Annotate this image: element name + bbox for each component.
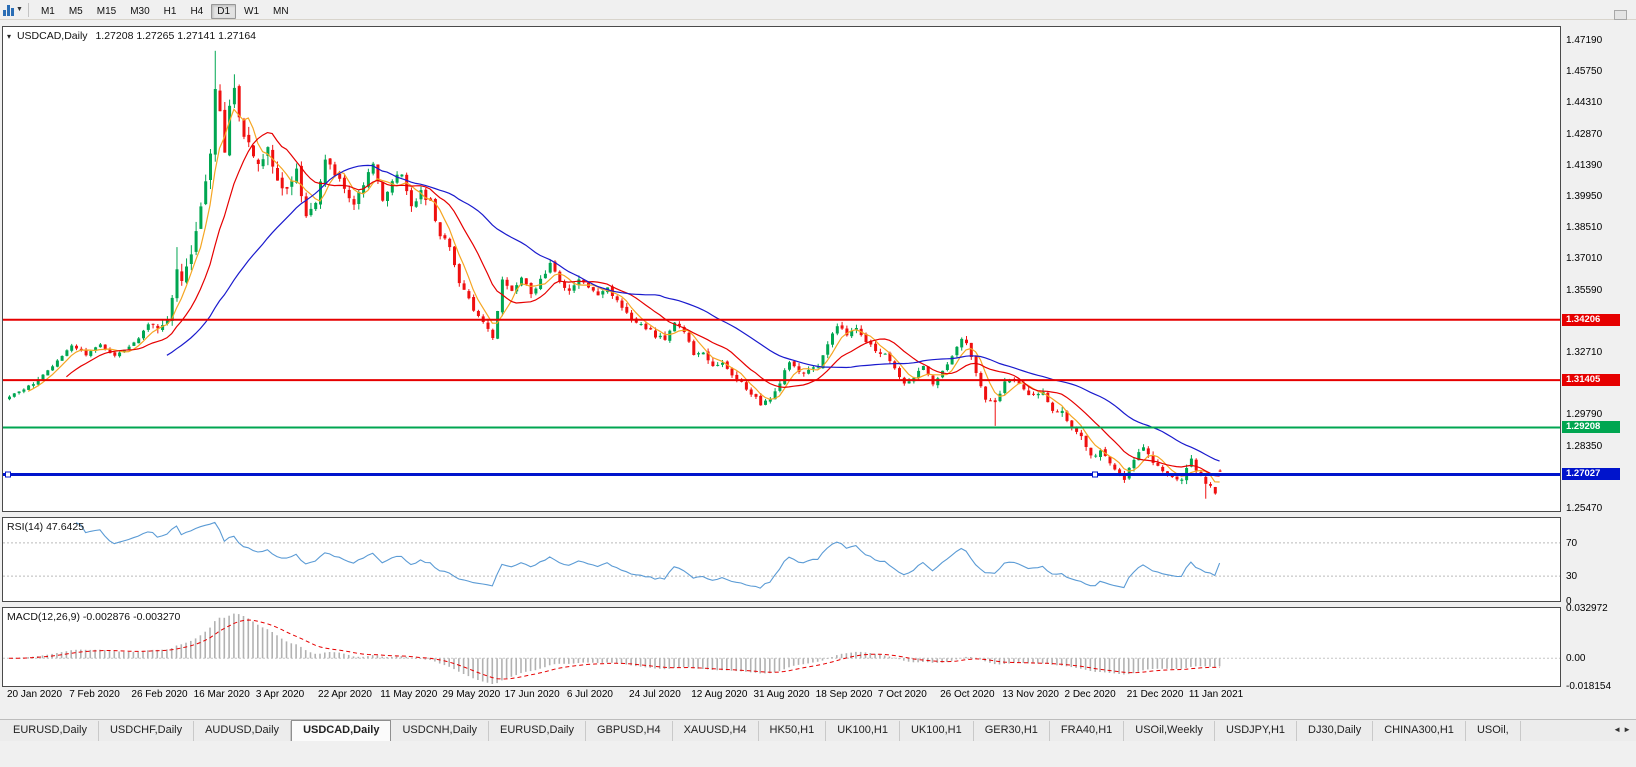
chart-tab-6-gbpusd-h4[interactable]: GBPUSD,H4: [586, 721, 673, 741]
macd-axis-label: -0.018154: [1566, 681, 1612, 692]
macd-axis-label: 0.032972: [1566, 603, 1608, 614]
timeframe-button-d1[interactable]: D1: [211, 3, 237, 19]
macd-axis-label: 0.00: [1566, 653, 1586, 665]
symbol-timeframe-label: USDCAD,Daily: [16, 30, 88, 42]
price-axis-label: 1.32710: [1566, 347, 1603, 358]
time-axis-label: 24 Jul 2020: [629, 689, 681, 700]
rsi-axis-label: 30: [1566, 571, 1578, 583]
chart-tab-15-dj30-daily[interactable]: DJ30,Daily: [1297, 721, 1374, 741]
price-axis-label: 1.47190: [1566, 35, 1603, 46]
rsi-indicator-pane[interactable]: RSI(14) 47.6425: [2, 517, 1561, 602]
time-axis-label: 11 Jan 2021: [1188, 689, 1244, 700]
price-axis-label: 1.29790: [1566, 409, 1603, 421]
timeframe-buttons-group: M1 M5 M15 M30 H1 H4 D1 W1 MN: [34, 1, 296, 19]
hline-price-tag: 1.29208: [1562, 421, 1620, 434]
chart-tab-bar: EURUSD,Daily USDCHF,Daily AUDUSD,Daily USDC…: [0, 719, 1636, 741]
hline-price-tag: 1.34206: [1562, 313, 1620, 326]
chart-tab-7-xauusd-h4[interactable]: XAUUSD,H4: [673, 721, 759, 741]
timeframe-button-m1[interactable]: M1: [40, 5, 55, 17]
time-axis-label: 21 Dec 2020: [1126, 689, 1184, 700]
tab-scroll-arrows-icon[interactable]: ◄►: [1610, 725, 1633, 734]
time-axis-label: 31 Aug 2020: [753, 689, 810, 700]
chart-title: ▾ USDCAD,Daily 1.27208 1.27265 1.27141 1…: [7, 30, 256, 42]
candlestick-chart-canvas[interactable]: [3, 27, 1560, 511]
chart-tab-2-audusd-daily[interactable]: AUDUSD,Daily: [194, 721, 292, 741]
rsi-axis-label: 70: [1566, 537, 1578, 549]
price-axis-label: 1.25470: [1566, 503, 1603, 514]
dropdown-caret-icon[interactable]: ▼: [16, 6, 23, 13]
chart-tab-3-usdcad-daily[interactable]: USDCAD,Daily: [291, 720, 392, 741]
price-axis-label: 1.41390: [1566, 159, 1603, 171]
timeframe-button-w1[interactable]: W1: [244, 5, 260, 17]
price-axis-label: 1.37010: [1566, 253, 1603, 265]
rsi-axis-label: 0: [1566, 596, 1572, 607]
chart-tab-4-usdcnh-daily[interactable]: USDCNH,Daily: [391, 721, 490, 741]
time-axis-label: 11 May 2020: [380, 689, 438, 700]
hline-price-tag: 1.27027: [1562, 468, 1620, 481]
timeframe-button-m30[interactable]: M30: [130, 5, 150, 17]
time-axis-label: 2 Dec 2020: [1064, 689, 1116, 700]
time-axis-label: 26 Feb 2020: [131, 689, 188, 700]
ohlc-values: 1.27208 1.27265 1.27141 1.27164: [95, 30, 257, 42]
price-axis-label: 1.45750: [1566, 66, 1603, 78]
time-axis-label: 6 Jul 2020: [566, 689, 613, 700]
time-axis-label: 29 May 2020: [442, 689, 501, 700]
macd-chart-canvas[interactable]: [3, 608, 1560, 686]
main-chart-pane[interactable]: ▾ USDCAD,Daily 1.27208 1.27265 1.27141 1…: [2, 26, 1561, 512]
time-axis-label: 18 Sep 2020: [815, 689, 873, 700]
macd-label: MACD(12,26,9) -0.002876 -0.003270: [7, 611, 181, 623]
price-axis[interactable]: 1.47190 1.45750 1.44310 1.42870 1.41390 1.399…: [1562, 0, 1636, 712]
time-axis-label: 3 Apr 2020: [255, 689, 305, 700]
one-click-trading-arrow-icon[interactable]: ▾: [7, 32, 12, 41]
chart-tab-5-eurusd-daily[interactable]: EURUSD,Daily: [489, 721, 586, 741]
time-axis-label: 7 Oct 2020: [877, 689, 927, 700]
macd-indicator-pane[interactable]: MACD(12,26,9) -0.002876 -0.003270: [2, 607, 1561, 687]
timeframe-button-mn[interactable]: MN: [273, 5, 289, 17]
chart-tab-9-uk100-h1[interactable]: UK100,H1: [826, 721, 900, 741]
rsi-chart-canvas[interactable]: [3, 518, 1560, 601]
chart-tab-16-china300-h1[interactable]: CHINA300,H1: [1373, 721, 1466, 741]
time-axis[interactable]: 20 Jan 2020 7 Feb 2020 26 Feb 2020 16 Mar 2…: [2, 687, 1561, 703]
timeframe-button-h1[interactable]: H1: [163, 5, 177, 17]
time-axis-label: 7 Feb 2020: [69, 689, 120, 700]
chart-tab-10-uk100-h1[interactable]: UK100,H1: [900, 721, 974, 741]
chart-tab-14-usdjpy-h1[interactable]: USDJPY,H1: [1215, 721, 1298, 741]
timeframe-button-h4[interactable]: H4: [190, 5, 204, 17]
price-axis-label: 1.39950: [1566, 191, 1603, 202]
rsi-label: RSI(14) 47.6425: [7, 521, 85, 533]
time-axis-label: 17 Jun 2020: [504, 689, 560, 700]
chart-tab-1-usdchf-daily[interactable]: USDCHF,Daily: [99, 721, 195, 741]
toolbar-separator: [27, 2, 29, 17]
time-axis-label: 26 Oct 2020: [940, 689, 995, 700]
price-axis-label: 1.44310: [1566, 97, 1603, 109]
price-axis-label: 1.35590: [1566, 284, 1603, 296]
time-axis-label: 13 Nov 2020: [1002, 689, 1059, 700]
chart-tab-12-fra40-h1[interactable]: FRA40,H1: [1050, 721, 1125, 741]
timeframe-button-m15[interactable]: M15: [96, 5, 117, 17]
time-axis-label: 16 Mar 2020: [193, 689, 250, 700]
timeframe-button-m5[interactable]: M5: [68, 5, 83, 17]
price-axis-label: 1.42870: [1566, 128, 1603, 140]
chart-periodicity-icon[interactable]: [3, 4, 14, 16]
time-axis-label: 20 Jan 2020: [7, 689, 63, 700]
price-axis-label: 1.38510: [1566, 222, 1603, 234]
chart-tab-0-eurusd-daily[interactable]: EURUSD,Daily: [2, 721, 99, 741]
price-axis-label: 1.28350: [1566, 440, 1603, 452]
chart-tab-13-usoil-weekly[interactable]: USOil,Weekly: [1124, 721, 1215, 741]
chart-tab-11-ger30-h1[interactable]: GER30,H1: [974, 721, 1050, 741]
hline-price-tag: 1.31405: [1562, 374, 1620, 387]
axis-corner-button[interactable]: [1614, 10, 1627, 20]
timeframe-toolbar: ▼ M1 M5 M15 M30 H1 H4 D1 W1 MN: [0, 0, 1636, 20]
chart-tab-17-usoil-[interactable]: USOil,: [1466, 721, 1521, 741]
chart-tab-8-hk50-h1[interactable]: HK50,H1: [759, 721, 827, 741]
time-axis-label: 12 Aug 2020: [691, 689, 748, 700]
time-axis-label: 22 Apr 2020: [318, 689, 372, 700]
